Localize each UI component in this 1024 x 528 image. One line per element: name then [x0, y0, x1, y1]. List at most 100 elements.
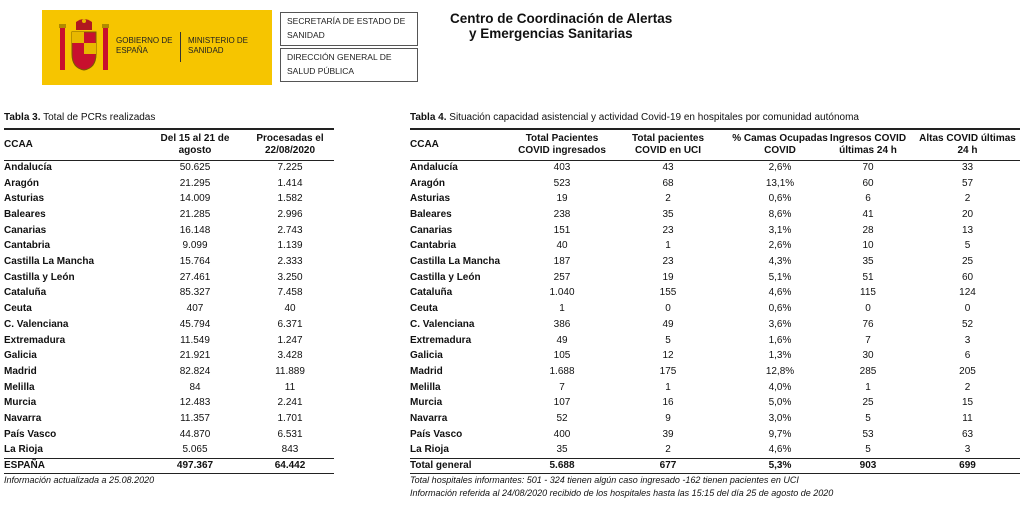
- rule: [4, 160, 334, 161]
- cell-value: 33: [961, 161, 974, 173]
- cell-value: 0,6%: [768, 193, 792, 205]
- cell-value: 13,1%: [765, 177, 795, 189]
- cell-value: 3.428: [277, 350, 303, 362]
- cell-value: 4,3%: [768, 256, 792, 268]
- cell-value: 49: [662, 318, 674, 330]
- row-name: C. Valenciana: [410, 318, 475, 330]
- cell-value: 50.625: [179, 161, 211, 173]
- row-name: La Rioja: [4, 444, 43, 456]
- table-label: Tabla 3.: [4, 112, 41, 123]
- cell-value: 35: [662, 208, 674, 220]
- column-header: CCAA: [410, 139, 439, 150]
- cell-value: 4,6%: [768, 444, 792, 456]
- cell-value: 0: [964, 303, 971, 315]
- row-name: Castilla La Mancha: [4, 256, 95, 268]
- cell-value: 257: [553, 271, 571, 283]
- cell-value: 19: [556, 193, 568, 205]
- cell-value: 5,3%: [768, 459, 792, 471]
- row-name: Cataluña: [4, 287, 47, 299]
- cell-value: 5: [865, 444, 871, 456]
- cell-value: 40: [556, 240, 568, 252]
- cell-value: 13: [961, 224, 974, 236]
- cell-value: 1: [665, 240, 671, 252]
- cell-value: 1: [665, 381, 671, 393]
- cell-value: 2.743: [277, 224, 303, 236]
- cell-value: 285: [859, 365, 877, 377]
- cell-value: 35: [862, 256, 874, 268]
- cell-value: 70: [862, 161, 874, 173]
- cell-value: 76: [862, 318, 874, 330]
- cell-value: 1.040: [549, 287, 575, 299]
- column-header: Del 15 al 21 de agosto: [160, 133, 230, 156]
- org-box: DIRECCIÓN GENERAL DE SALUD PÚBLICA: [280, 48, 418, 82]
- rule: [4, 128, 334, 130]
- footnote: Información actualizada a 25.08.2020: [4, 475, 155, 486]
- row-name: Asturias: [410, 193, 451, 205]
- row-name: Madrid: [410, 365, 443, 377]
- row-name: Madrid: [4, 365, 37, 377]
- cell-value: 28: [862, 224, 874, 236]
- cell-value: 82.824: [179, 365, 211, 377]
- row-name: ESPAÑA: [4, 459, 45, 471]
- row-name: Extremadura: [4, 334, 66, 346]
- cell-value: 51: [862, 271, 874, 283]
- cell-value: 12,8%: [765, 365, 795, 377]
- cell-value: 11: [284, 381, 296, 393]
- row-name: País Vasco: [4, 428, 57, 440]
- cell-value: 30: [862, 350, 874, 362]
- cell-value: 497.367: [176, 459, 214, 471]
- header-title: Centro de Coordinación de Alertas: [450, 11, 673, 26]
- cell-value: 25: [961, 256, 974, 268]
- cell-value: 6: [964, 350, 971, 362]
- cell-value: 7.225: [277, 161, 303, 173]
- cell-value: 1.247: [277, 334, 303, 346]
- cell-value: 16: [662, 397, 674, 409]
- row-name: Cantabria: [410, 240, 457, 252]
- cell-value: 187: [553, 256, 571, 268]
- cell-value: 6.531: [277, 428, 303, 440]
- row-name: Navarra: [410, 413, 448, 425]
- cell-value: 45.794: [179, 318, 211, 330]
- cell-value: 8,6%: [768, 208, 792, 220]
- rule: [410, 473, 1020, 475]
- cell-value: 20: [961, 208, 974, 220]
- rule: [4, 473, 334, 475]
- logo-text: MINISTERIO DE SANIDAD: [188, 36, 249, 55]
- row-name: País Vasco: [410, 428, 463, 440]
- divider: [180, 32, 181, 62]
- row-name: Andalucía: [410, 161, 458, 173]
- cell-value: 9,7%: [768, 428, 792, 440]
- header-title: y Emergencias Sanitarias: [469, 26, 633, 41]
- cell-value: 3: [964, 444, 971, 456]
- cell-value: 677: [659, 459, 677, 471]
- cell-value: 2.996: [277, 208, 303, 220]
- logo-text: GOBIERNO DE ESPAÑA: [116, 36, 173, 55]
- cell-value: 1.139: [277, 240, 303, 252]
- cell-value: 23: [662, 256, 674, 268]
- cell-value: 2: [964, 193, 971, 205]
- row-name: Canarias: [4, 224, 47, 236]
- cell-value: 60: [862, 177, 874, 189]
- row-name: Extremadura: [410, 334, 472, 346]
- cell-value: 23: [662, 224, 674, 236]
- footnote: Total hospitales informantes: 501 - 324 …: [410, 475, 799, 486]
- table-title: Tabla 3. Total de PCRs realizadas: [4, 112, 155, 123]
- row-name: C. Valenciana: [4, 318, 69, 330]
- cell-value: 5,1%: [768, 271, 792, 283]
- cell-value: 9: [665, 413, 671, 425]
- cell-value: 21.921: [179, 350, 211, 362]
- cell-value: 21.295: [179, 177, 211, 189]
- row-name: Galicia: [410, 350, 443, 362]
- cell-value: 16.148: [179, 224, 211, 236]
- row-name: Murcia: [410, 397, 443, 409]
- cell-value: 4,6%: [768, 287, 792, 299]
- cell-value: 68: [662, 177, 674, 189]
- row-name: Murcia: [4, 397, 37, 409]
- cell-value: 15: [961, 397, 974, 409]
- cell-value: 14.009: [179, 193, 211, 205]
- row-name: Andalucía: [4, 161, 52, 173]
- cell-value: 1.414: [277, 177, 303, 189]
- cell-value: 5: [964, 240, 971, 252]
- logo: GOBIERNO DE ESPAÑA MINISTERIO DE SANIDAD: [42, 10, 272, 85]
